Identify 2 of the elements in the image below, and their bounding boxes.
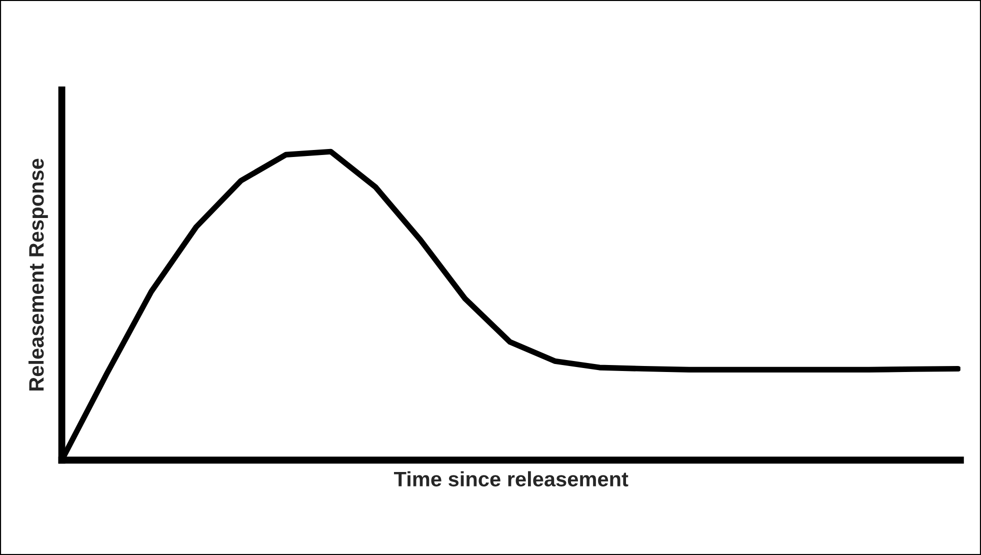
y-axis-title: Releasement Response [28, 158, 48, 391]
x-axis-title: Time since releasement [394, 471, 628, 487]
